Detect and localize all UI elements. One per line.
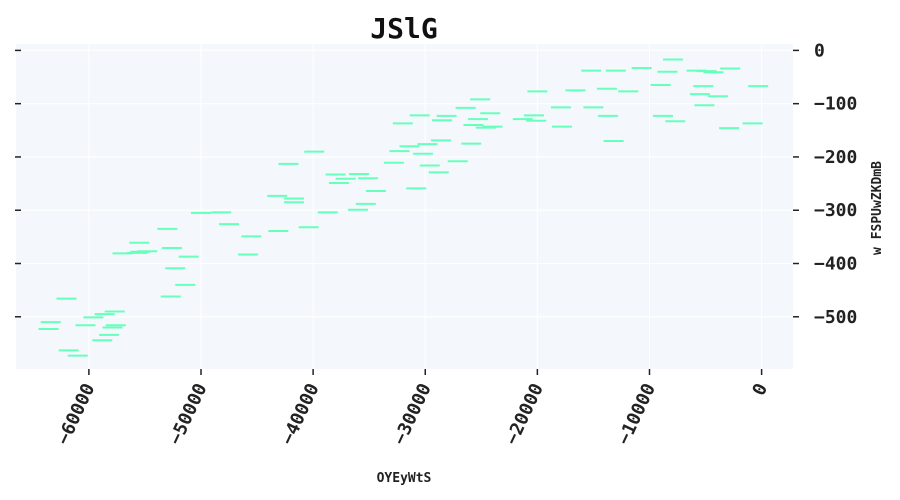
y-tick-label: −300: [814, 200, 857, 221]
y-tick-label: −400: [814, 254, 857, 275]
y-tick-label: 0: [814, 40, 825, 61]
x-tick-label: −60000: [53, 380, 100, 448]
plot-background: [16, 44, 793, 369]
x-tick-label: −20000: [501, 380, 548, 448]
y-axis-label: w FSPUwZKDmB: [870, 161, 885, 255]
y-tick-label: −200: [814, 147, 857, 168]
data-points: [38, 58, 769, 357]
y-axis: 0 −100 −200 −300 −400 −500: [15, 40, 857, 328]
x-tick-label: −50000: [165, 380, 212, 448]
x-tick-label: 0: [749, 380, 773, 399]
x-axis-label: OYEyWtS: [377, 471, 432, 486]
x-axis: −60000 −50000 −40000 −30000 −20000 −10000 0: [53, 369, 772, 448]
x-tick-label: −10000: [614, 380, 661, 448]
plot-area: [16, 44, 793, 369]
x-tick-label: −40000: [277, 380, 324, 448]
grid: [16, 44, 793, 369]
x-tick-label: −30000: [389, 380, 436, 448]
chart-title: JSlG: [370, 12, 437, 45]
y-tick-label: −100: [814, 94, 857, 115]
y-tick-label: −500: [814, 307, 857, 328]
